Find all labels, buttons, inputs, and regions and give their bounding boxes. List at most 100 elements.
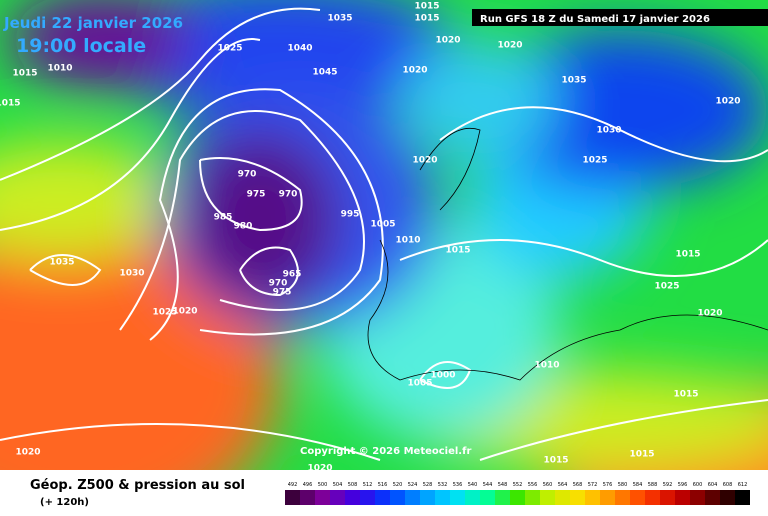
colorbar-swatch <box>525 490 540 505</box>
colorbar-swatch <box>495 490 510 505</box>
colorbar-label: 560 <box>543 482 553 488</box>
isobar-label: 1020 <box>435 36 460 46</box>
isobar-label: 1020 <box>715 97 740 107</box>
colorbar-swatch <box>345 490 360 505</box>
colorbar-swatch <box>600 490 615 505</box>
colorbar-label: 576 <box>603 482 613 488</box>
isobar-label: 1020 <box>15 448 40 458</box>
isobar-label: 1020 <box>402 66 427 76</box>
colorbar-swatch <box>660 490 675 505</box>
isobar-label: 970 <box>279 190 298 200</box>
colorbar-label: 516 <box>378 482 388 488</box>
isobar-label: 1025 <box>582 156 607 166</box>
isobar-labels: 1015 1035 1015 1020 1020 1035 1020 1030 1025 1025… <box>0 2 741 474</box>
run-box <box>472 9 768 26</box>
colorbar-label: 496 <box>303 482 313 488</box>
isobar-label: 1015 <box>12 69 37 79</box>
copyright: Copyright © 2026 Meteociel.fr <box>300 446 471 457</box>
colorbar-swatch <box>615 490 630 505</box>
isobar-label: 1015 <box>414 2 439 12</box>
isobar-label: 995 <box>341 210 360 220</box>
legend-title: Géop. Z500 & pression au sol <box>30 478 245 493</box>
colorbar-label: 512 <box>363 482 373 488</box>
colorbar-swatch <box>360 490 375 505</box>
colorbar-label: 520 <box>393 482 403 488</box>
isobar-label: 1015 <box>445 246 470 256</box>
isobar-label: 1035 <box>561 76 586 86</box>
isobar-label: 1020 <box>307 464 332 474</box>
colorbar-swatch <box>570 490 585 505</box>
colorbar-swatch <box>585 490 600 505</box>
colorbar-swatch <box>540 490 555 505</box>
colorbar-swatch <box>315 490 330 505</box>
isobar-label: 1020 <box>172 307 197 317</box>
colorbar-swatch <box>420 490 435 505</box>
colorbar-label: 548 <box>498 482 508 488</box>
colorbar-swatch <box>435 490 450 505</box>
isobar-label: 970 <box>238 170 257 180</box>
colorbar-swatch <box>330 490 345 505</box>
colorbar-swatch <box>510 490 525 505</box>
isobar-label: 975 <box>273 288 292 298</box>
isobar-label: 1025 <box>654 282 679 292</box>
colorbar-label: 508 <box>348 482 358 488</box>
isobar-label: 1030 <box>119 269 144 279</box>
colorbar-swatch <box>630 490 645 505</box>
colorbar-label: 544 <box>483 482 493 488</box>
colorbar-swatch <box>375 490 390 505</box>
isobar-label: 1025 <box>217 44 242 54</box>
colorbar-label: 524 <box>408 482 418 488</box>
colorbar-swatch <box>705 490 720 505</box>
isobar-label: 1020 <box>412 156 437 166</box>
colorbar-label: 536 <box>453 482 463 488</box>
colorbar-swatch <box>285 490 300 505</box>
isobars <box>0 7 768 461</box>
colorbar-swatch <box>450 490 465 505</box>
colorbar-label: 612 <box>738 482 748 488</box>
isobar-label: 1010 <box>47 64 72 74</box>
colorbar-label: 540 <box>468 482 478 488</box>
date-label: Jeudi 22 janvier 2026 <box>3 14 183 32</box>
isobar-label: 1005 <box>370 220 395 230</box>
isobar-label: 1015 <box>543 456 568 466</box>
isobar-label: 1045 <box>312 68 337 78</box>
colorbar-label: 528 <box>423 482 433 488</box>
colorbar-label: 492 <box>288 482 298 488</box>
colorbar-label: 500 <box>318 482 328 488</box>
isobar-label: 975 <box>247 190 266 200</box>
colorbar-label: 608 <box>723 482 733 488</box>
isobar-label: 1020 <box>497 41 522 51</box>
colorbar-label: 604 <box>708 482 718 488</box>
isobar-label: 1015 <box>629 450 654 460</box>
colorbar-label: 600 <box>693 482 703 488</box>
isobar-label: 1000 <box>430 371 455 381</box>
isobar-label: 980 <box>234 222 253 232</box>
colorbar-label: 580 <box>618 482 628 488</box>
colorbar-swatch <box>735 490 750 505</box>
colorbar-swatch <box>675 490 690 505</box>
colorbar-swatch <box>690 490 705 505</box>
colorbar-swatch <box>555 490 570 505</box>
colorbar-swatch <box>720 490 735 505</box>
colorbar-label: 588 <box>648 482 658 488</box>
isobar-label: 1035 <box>327 14 352 24</box>
isobar-label: 1015 <box>0 99 21 109</box>
colorbar-swatch <box>300 490 315 505</box>
colorbar-label: 592 <box>663 482 673 488</box>
colorbar: 492 496 500 504 508 512 516 520 524 528 532 536 540 5… <box>285 482 750 505</box>
isobar-label: 1020 <box>697 309 722 319</box>
colorbar-label: 568 <box>573 482 583 488</box>
isobar-label: 1015 <box>673 390 698 400</box>
colorbar-label: 552 <box>513 482 523 488</box>
colorbar-label: 556 <box>528 482 538 488</box>
isobar-label: 985 <box>214 213 233 223</box>
isobar-label: 1010 <box>395 236 420 246</box>
colorbar-label: 584 <box>633 482 643 488</box>
isobar-label: 1040 <box>287 44 312 54</box>
lead-time: (+ 120h) <box>40 497 89 508</box>
colorbar-label: 532 <box>438 482 448 488</box>
isobar-label: 970 <box>269 279 288 289</box>
isobar-label: 1035 <box>49 258 74 268</box>
